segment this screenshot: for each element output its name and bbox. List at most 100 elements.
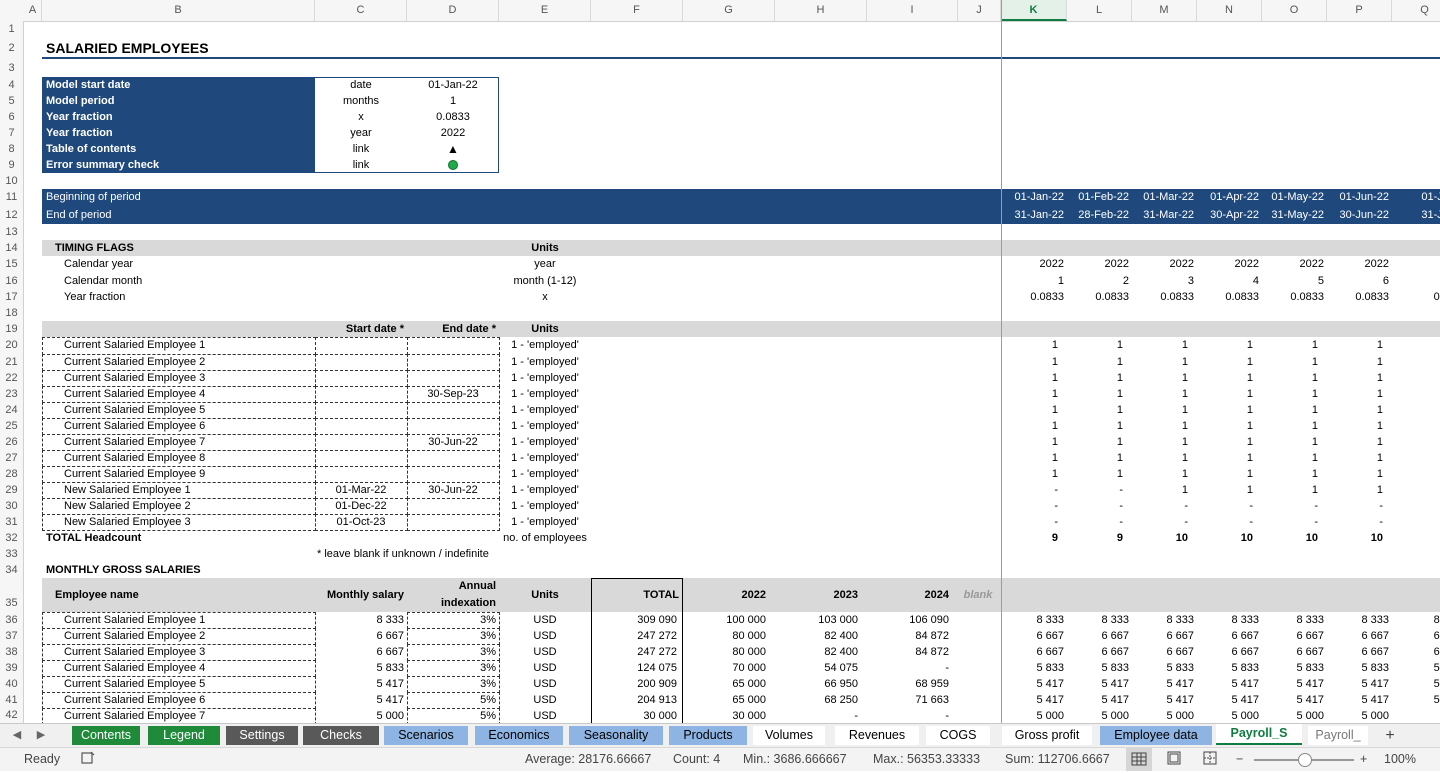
zoom-slider-thumb[interactable] bbox=[1298, 753, 1312, 767]
sheet-tab-scenarios[interactable]: Scenarios bbox=[384, 726, 468, 745]
timing-value: 0.0833 bbox=[1095, 291, 1129, 303]
sheet-tab-contents[interactable]: Contents bbox=[72, 726, 140, 745]
row-header-41[interactable]: 41 bbox=[0, 692, 24, 708]
employed-flag: 1 bbox=[1246, 372, 1253, 384]
row-header-4[interactable]: 4 bbox=[0, 77, 24, 93]
column-header-p[interactable]: P bbox=[1327, 0, 1392, 21]
employee-name: New Salaried Employee 3 bbox=[64, 516, 191, 528]
row-header-31[interactable]: 31 bbox=[0, 514, 24, 530]
row-header-38[interactable]: 38 bbox=[0, 644, 24, 660]
row-header-1[interactable]: 1 bbox=[0, 21, 24, 38]
row-header-10[interactable]: 10 bbox=[0, 173, 24, 189]
row-header-21[interactable]: 21 bbox=[0, 354, 24, 370]
column-header-m[interactable]: M bbox=[1132, 0, 1197, 21]
row-header-34[interactable]: 34 bbox=[0, 562, 24, 578]
column-header-n[interactable]: N bbox=[1197, 0, 1262, 21]
column-header-d[interactable]: D bbox=[407, 0, 499, 21]
row-header-3[interactable]: 3 bbox=[0, 59, 24, 77]
sheet-tab-legend[interactable]: Legend bbox=[148, 726, 220, 745]
row-header-17[interactable]: 17 bbox=[0, 289, 24, 305]
column-header-f[interactable]: F bbox=[591, 0, 683, 21]
row-header-36[interactable]: 36 bbox=[0, 612, 24, 628]
zoom-level[interactable]: 100% bbox=[1384, 752, 1416, 766]
page-break-icon[interactable] bbox=[1202, 750, 1218, 769]
add-sheet-button[interactable]: + bbox=[1385, 727, 1395, 744]
row-header-16[interactable]: 16 bbox=[0, 273, 24, 289]
row-header-13[interactable]: 13 bbox=[0, 224, 24, 240]
sheet-tab-cogs[interactable]: COGS bbox=[926, 726, 990, 745]
sheet-tab-employee-data[interactable]: Employee data bbox=[1100, 726, 1212, 745]
row-header-24[interactable]: 24 bbox=[0, 402, 24, 418]
column-header-i[interactable]: I bbox=[867, 0, 958, 21]
prev-sheet-icon[interactable]: ◀ bbox=[12, 729, 22, 741]
timing-label: Calendar year bbox=[64, 258, 134, 270]
zoom-in-button[interactable]: + bbox=[1360, 752, 1368, 766]
row-header-14[interactable]: 14 bbox=[0, 240, 24, 256]
page-layout-icon[interactable] bbox=[1166, 750, 1182, 769]
next-sheet-icon[interactable]: ▶ bbox=[36, 729, 46, 741]
column-header-g[interactable]: G bbox=[683, 0, 775, 21]
row-header-15[interactable]: 15 bbox=[0, 256, 24, 273]
row-header-22[interactable]: 22 bbox=[0, 370, 24, 386]
row-header-35[interactable]: 35 bbox=[0, 578, 24, 612]
row-header-32[interactable]: 32 bbox=[0, 530, 24, 546]
column-header-k[interactable]: K bbox=[1001, 0, 1067, 21]
column-header-q[interactable]: Q bbox=[1392, 0, 1440, 21]
column-header-b[interactable]: B bbox=[42, 0, 315, 21]
status-max: Max.: 56353.33333 bbox=[873, 752, 981, 766]
row-header-29[interactable]: 29 bbox=[0, 482, 24, 498]
row-header-26[interactable]: 26 bbox=[0, 434, 24, 450]
row-header-28[interactable]: 28 bbox=[0, 466, 24, 482]
sheet-tab-seasonality[interactable]: Seasonality bbox=[569, 726, 663, 745]
toc-link-icon[interactable]: ▲ bbox=[447, 142, 459, 156]
employed-flag: 1 bbox=[1246, 404, 1253, 416]
row-header-6[interactable]: 6 bbox=[0, 109, 24, 125]
sheet-tab-payroll-s[interactable]: Payroll_S bbox=[1216, 724, 1302, 745]
employee-name-header: Employee name bbox=[55, 589, 139, 601]
row-header-12[interactable]: 12 bbox=[0, 206, 24, 224]
accessibility-icon[interactable] bbox=[80, 750, 96, 769]
row-header-30[interactable]: 30 bbox=[0, 498, 24, 514]
row-header-33[interactable]: 33 bbox=[0, 546, 24, 562]
sheet-tab-payroll[interactable]: Payroll_ bbox=[1308, 726, 1368, 745]
row-header-23[interactable]: 23 bbox=[0, 386, 24, 402]
column-header-e[interactable]: E bbox=[499, 0, 591, 21]
row-header-37[interactable]: 37 bbox=[0, 628, 24, 644]
row-header-11[interactable]: 11 bbox=[0, 189, 24, 206]
zoom-out-button[interactable]: − bbox=[1236, 752, 1244, 766]
row-header-5[interactable]: 5 bbox=[0, 93, 24, 109]
sheet-tab-checks[interactable]: Checks bbox=[303, 726, 379, 745]
row-header-20[interactable]: 20 bbox=[0, 337, 24, 354]
end-date-input[interactable] bbox=[407, 514, 500, 531]
normal-view-icon[interactable] bbox=[1126, 748, 1152, 771]
column-header-c[interactable]: C bbox=[315, 0, 407, 21]
row-header-18[interactable]: 18 bbox=[0, 305, 24, 321]
indexation-input[interactable] bbox=[407, 708, 500, 723]
row-header-39[interactable]: 39 bbox=[0, 660, 24, 676]
salary-month: 6 667 bbox=[1036, 646, 1064, 658]
sheet-tab-settings[interactable]: Settings bbox=[226, 726, 298, 745]
row-header-9[interactable]: 9 bbox=[0, 157, 24, 173]
sheet-tab-revenues[interactable]: Revenues bbox=[835, 726, 919, 745]
row-header-2[interactable]: 2 bbox=[0, 38, 24, 59]
column-header-l[interactable]: L bbox=[1067, 0, 1132, 21]
sheet-tab-economics[interactable]: Economics bbox=[475, 726, 563, 745]
row-header-40[interactable]: 40 bbox=[0, 676, 24, 692]
sheet-tab-gross-profit[interactable]: Gross profit bbox=[1002, 726, 1092, 745]
salary-name-cell[interactable] bbox=[42, 708, 316, 723]
column-header-a[interactable]: A bbox=[24, 0, 42, 21]
row-header-27[interactable]: 27 bbox=[0, 450, 24, 466]
sheet-tab-volumes[interactable]: Volumes bbox=[753, 726, 825, 745]
column-header-j[interactable]: J bbox=[958, 0, 1001, 21]
row-header-25[interactable]: 25 bbox=[0, 418, 24, 434]
monthly-salary: 5 417 bbox=[376, 694, 404, 706]
column-header-o[interactable]: O bbox=[1262, 0, 1327, 21]
row-header-7[interactable]: 7 bbox=[0, 125, 24, 141]
column-header-h[interactable]: H bbox=[775, 0, 867, 21]
row-header-19[interactable]: 19 bbox=[0, 321, 24, 337]
row-header-42[interactable]: 42 bbox=[0, 708, 24, 723]
sheet-tab-bar: ◀ ▶ Contents Legend Settings Checks Scenario… bbox=[0, 723, 1440, 747]
sheet-tab-products[interactable]: Products bbox=[669, 726, 747, 745]
row-header-8[interactable]: 8 bbox=[0, 141, 24, 157]
